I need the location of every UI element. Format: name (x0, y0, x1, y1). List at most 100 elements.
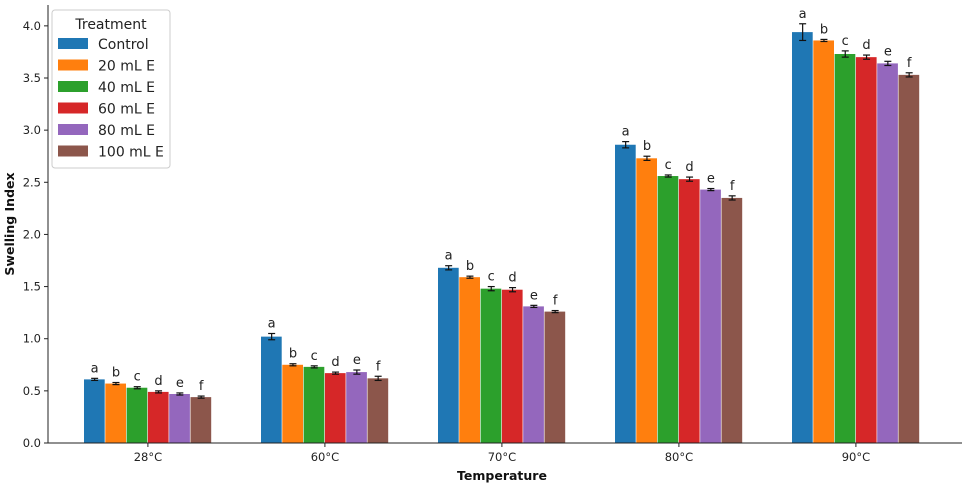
error-bar (91, 377, 99, 382)
legend-label: 20 mL E (98, 59, 155, 75)
bars-layer (84, 32, 920, 444)
error-bar (310, 365, 318, 369)
bar (657, 176, 679, 443)
significance-label: a (268, 317, 276, 332)
error-bar (332, 371, 340, 375)
error-bar (466, 275, 474, 279)
bar (615, 144, 636, 443)
error-bar (863, 54, 871, 60)
error-bar (686, 176, 694, 182)
bar (459, 277, 480, 443)
significance-label: c (842, 34, 849, 49)
bar (877, 63, 898, 444)
bar (324, 373, 346, 443)
error-bar (905, 72, 913, 78)
bar (813, 40, 834, 443)
error-bar (509, 287, 517, 293)
legend-item: 100 mL E (58, 145, 164, 161)
significance-label: e (353, 353, 361, 368)
bar (678, 179, 700, 443)
bar (523, 306, 544, 443)
error-bar (622, 141, 630, 149)
x-tick-label: 80°C (665, 450, 693, 464)
significance-label: a (622, 125, 630, 140)
y-tick-label: 2.5 (23, 175, 41, 189)
error-bar (841, 50, 849, 58)
significance-label: f (376, 359, 381, 374)
y-tick-label: 0.5 (23, 384, 41, 398)
error-bar (799, 23, 807, 42)
legend-swatch (58, 124, 88, 135)
legend-label: 100 mL E (98, 145, 164, 161)
legend: Treatment Control 20 mL E 40 mL E 60 mL E 80… (51, 9, 171, 169)
bar (190, 397, 212, 443)
significance-label: d (331, 355, 339, 370)
legend-item: Control (58, 37, 149, 53)
x-axis-title: Temperature (457, 468, 547, 483)
x-tick-label: 90°C (842, 450, 870, 464)
legend-label: Control (98, 37, 149, 53)
significance-label: a (445, 249, 453, 264)
significance-label: d (685, 160, 693, 175)
significance-label: c (311, 349, 318, 364)
error-bar (643, 155, 651, 161)
y-axis-title: Swelling Index (2, 172, 17, 275)
bar (438, 267, 459, 443)
significance-label: c (665, 158, 672, 173)
bar (282, 364, 303, 443)
significance-label: f (199, 379, 204, 394)
error-bar (353, 369, 361, 375)
error-bar (112, 381, 120, 386)
legend-label: 80 mL E (98, 123, 155, 139)
bar (898, 74, 920, 443)
error-bar (707, 187, 715, 192)
error-bar (551, 309, 559, 314)
significance-label: d (862, 38, 870, 53)
significance-label: d (154, 374, 162, 389)
bar (367, 378, 389, 443)
significance-label: e (176, 376, 184, 391)
error-bar (728, 195, 736, 201)
bar (700, 189, 721, 443)
bar (147, 391, 169, 443)
error-bar (289, 363, 297, 367)
legend-swatch (58, 38, 88, 49)
legend-swatch (58, 102, 88, 114)
bar (792, 32, 813, 443)
legend-title: Treatment (74, 17, 147, 33)
significance-label: c (134, 370, 141, 385)
x-tick-label: 60°C (311, 450, 339, 464)
significance-label: e (884, 44, 892, 59)
significance-label: b (289, 347, 297, 362)
significance-label: d (508, 271, 516, 286)
bar (855, 57, 877, 444)
error-bars-layer (91, 23, 913, 399)
significance-label: a (91, 361, 99, 376)
significance-label: c (488, 270, 495, 285)
x-ticks-layer: 28°C 60°C 70°C 80°C 90°C (134, 443, 870, 464)
error-bar (487, 285, 495, 292)
error-bar (176, 392, 184, 396)
error-bar (820, 38, 828, 43)
bar (169, 393, 190, 443)
error-bar (664, 174, 672, 178)
bar (126, 387, 148, 443)
error-bar (133, 386, 141, 390)
bar (346, 372, 367, 443)
significance-label: b (112, 366, 120, 381)
y-tick-label: 4.0 (23, 19, 41, 33)
bar (105, 383, 126, 443)
significance-label: b (820, 22, 828, 37)
y-tick-label: 2.0 (23, 227, 41, 241)
bar (501, 289, 523, 443)
legend-item: 60 mL E (58, 102, 155, 118)
error-bar (884, 60, 892, 67)
significance-label: f (730, 179, 735, 194)
y-tick-label: 1.5 (23, 280, 41, 294)
bar (303, 366, 325, 443)
bar (834, 54, 856, 444)
significance-label: f (553, 294, 558, 309)
error-bar (268, 332, 276, 341)
